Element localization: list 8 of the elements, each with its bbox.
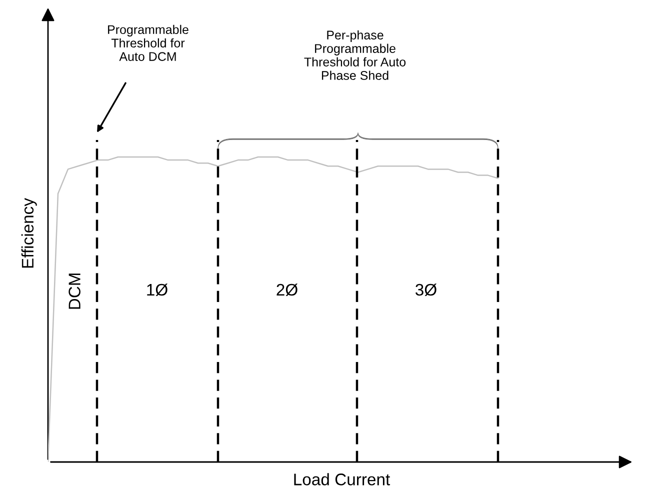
x-axis-title: Load Current — [294, 473, 390, 486]
annotation: DCM — [68, 274, 80, 309]
annotation: 3Ø — [416, 284, 437, 296]
text: Per-phase Programmable Threshold for Auto Phase Shed — [304, 30, 406, 80]
annotation: 2Ø — [276, 284, 298, 296]
y-axis-title: Efficiency — [21, 198, 37, 268]
text: Programmable Threshold for Auto DCM — [108, 24, 188, 61]
annotation: 1Ø — [147, 284, 168, 296]
